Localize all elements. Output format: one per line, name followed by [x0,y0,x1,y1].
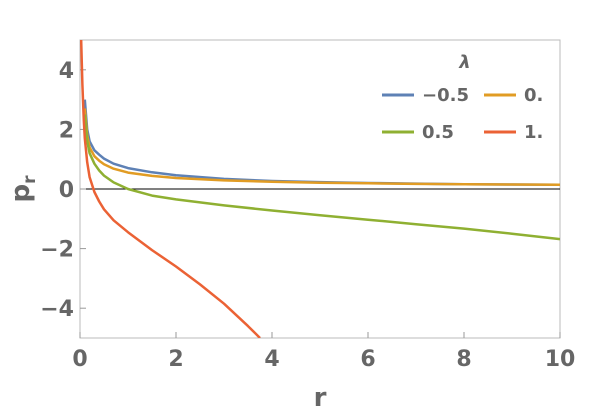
x-tick-label: 0 [72,347,87,372]
y-tick-label: −4 [40,297,74,322]
legend-title: λ [458,52,470,73]
x-tick-label: 8 [456,347,471,372]
legend-label-4: 1. [524,122,543,143]
x-axis-label: r [314,383,327,413]
svg-text:pr: pr [6,175,40,203]
x-tick-label: 6 [360,347,375,372]
y-tick-label: 2 [59,118,74,143]
series-line-2 [83,108,560,187]
legend-label-3: 0.5 [422,122,454,143]
y-tick-label: 4 [59,59,74,84]
y-tick-label: −2 [40,238,74,263]
series-line-3 [83,114,560,241]
y-axis-label-main: p [6,184,36,203]
legend: λ −0.5 0. 0.5 1. [382,52,543,143]
x-tick-label: 4 [264,347,279,372]
legend-label-2: 0. [524,85,543,106]
legend-label-1: −0.5 [422,85,469,106]
y-tick-label: 0 [59,178,74,203]
x-tick-label: 2 [168,347,183,372]
series-line-4 [80,40,261,338]
y-axis-label: pr [6,175,40,203]
x-tick-label: 10 [545,347,576,372]
y-axis-label-sub: r [20,175,40,184]
series-line-1 [83,99,560,187]
